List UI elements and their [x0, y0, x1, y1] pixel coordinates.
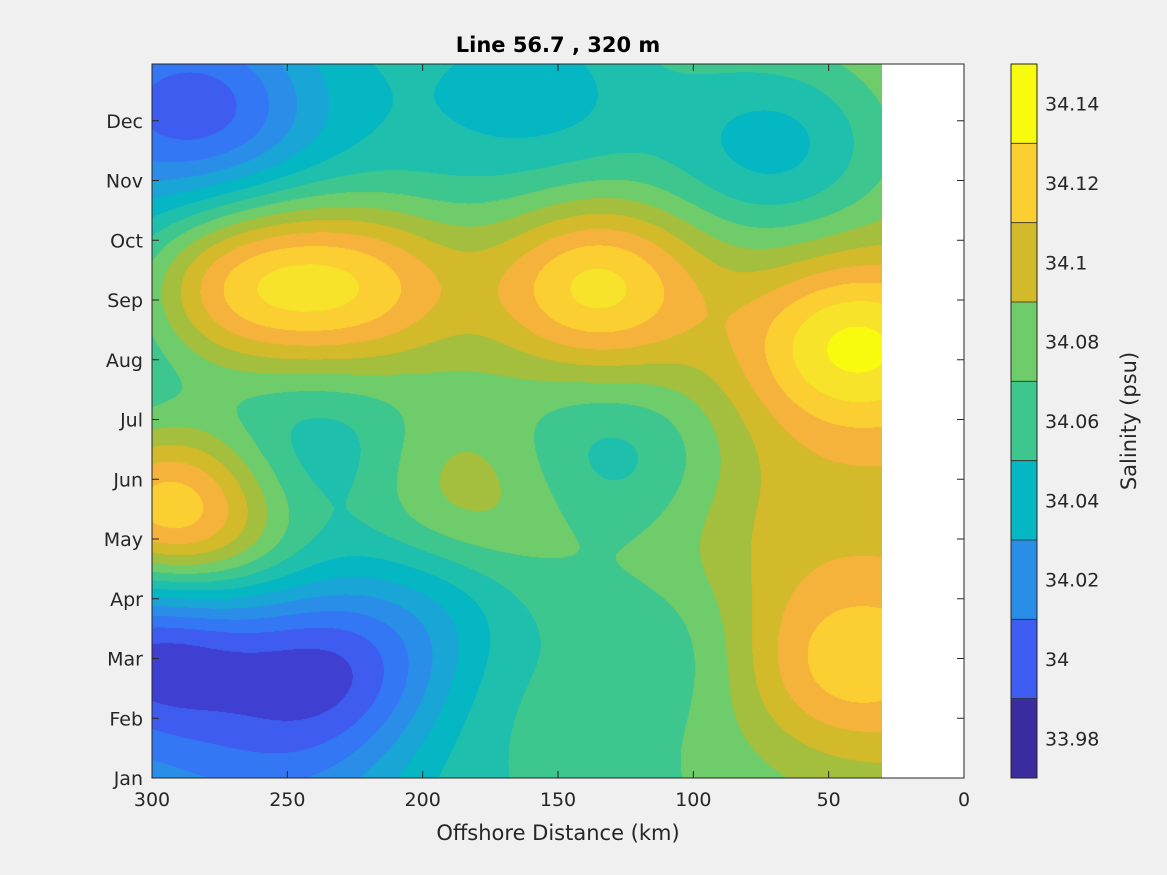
y-tick-label: Jun — [112, 469, 143, 491]
x-tick-label: 250 — [269, 789, 305, 811]
x-axis-ticks: 300 250 200 150 100 50 0 — [134, 64, 970, 811]
salinity-contour-field — [152, 64, 882, 778]
y-tick-label: Jul — [119, 410, 143, 432]
x-tick-label: 100 — [675, 789, 711, 811]
colorbar-tick-label: 34.08 — [1045, 332, 1099, 354]
x-tick-label: 150 — [540, 789, 576, 811]
x-tick-label: 200 — [405, 789, 441, 811]
colorbar-tick-label: 34 — [1045, 649, 1069, 671]
y-tick-label: Jan — [113, 768, 143, 790]
y-axis-ticks: Jan Feb Mar Apr May Jun Jul Aug Sep Oct Nov Dec — [104, 111, 964, 790]
y-tick-label: Nov — [106, 171, 143, 193]
colorbar-tick-label: 34.14 — [1045, 94, 1099, 116]
y-tick-label: Feb — [109, 708, 143, 730]
x-tick-label: 0 — [958, 789, 970, 811]
colorbar: 33.98 34 34.02 34.04 34.06 34.08 34.1 34.12 34.1… — [1010, 63, 1099, 779]
colorbar-band — [1011, 540, 1037, 620]
x-axis-label: Offshore Distance (km) — [436, 821, 679, 845]
chart-title: Line 56.7 , 320 m — [456, 33, 661, 57]
colorbar-label: Salinity (psu) — [1117, 352, 1141, 490]
colorbar-band — [1011, 64, 1037, 144]
x-tick-label: 50 — [817, 789, 841, 811]
y-tick-label: Aug — [106, 350, 143, 372]
colorbar-band — [1011, 460, 1037, 541]
colorbar-band — [1011, 143, 1037, 224]
colorbar-band — [1011, 619, 1037, 700]
colorbar-band — [1011, 698, 1037, 779]
y-tick-label: Sep — [107, 290, 143, 312]
y-tick-label: Oct — [110, 230, 143, 252]
y-tick-label: Dec — [106, 111, 143, 133]
colorbar-tick-label: 34.1 — [1045, 252, 1087, 274]
colorbar-tick-label: 33.98 — [1045, 728, 1099, 750]
y-tick-label: Mar — [107, 649, 143, 671]
y-tick-label: May — [104, 529, 143, 551]
colorbar-band — [1011, 381, 1037, 462]
colorbar-tick-label: 34.04 — [1045, 490, 1099, 512]
axes-box — [151, 63, 965, 779]
colorbar-tick-label: 34.12 — [1045, 173, 1099, 195]
y-tick-label: Apr — [110, 589, 143, 611]
colorbar-tick-label: 34.02 — [1045, 570, 1099, 592]
colorbar-band — [1011, 222, 1037, 303]
colorbar-tick-label: 34.06 — [1045, 411, 1099, 433]
colorbar-band — [1011, 302, 1037, 382]
x-tick-label: 300 — [134, 789, 170, 811]
